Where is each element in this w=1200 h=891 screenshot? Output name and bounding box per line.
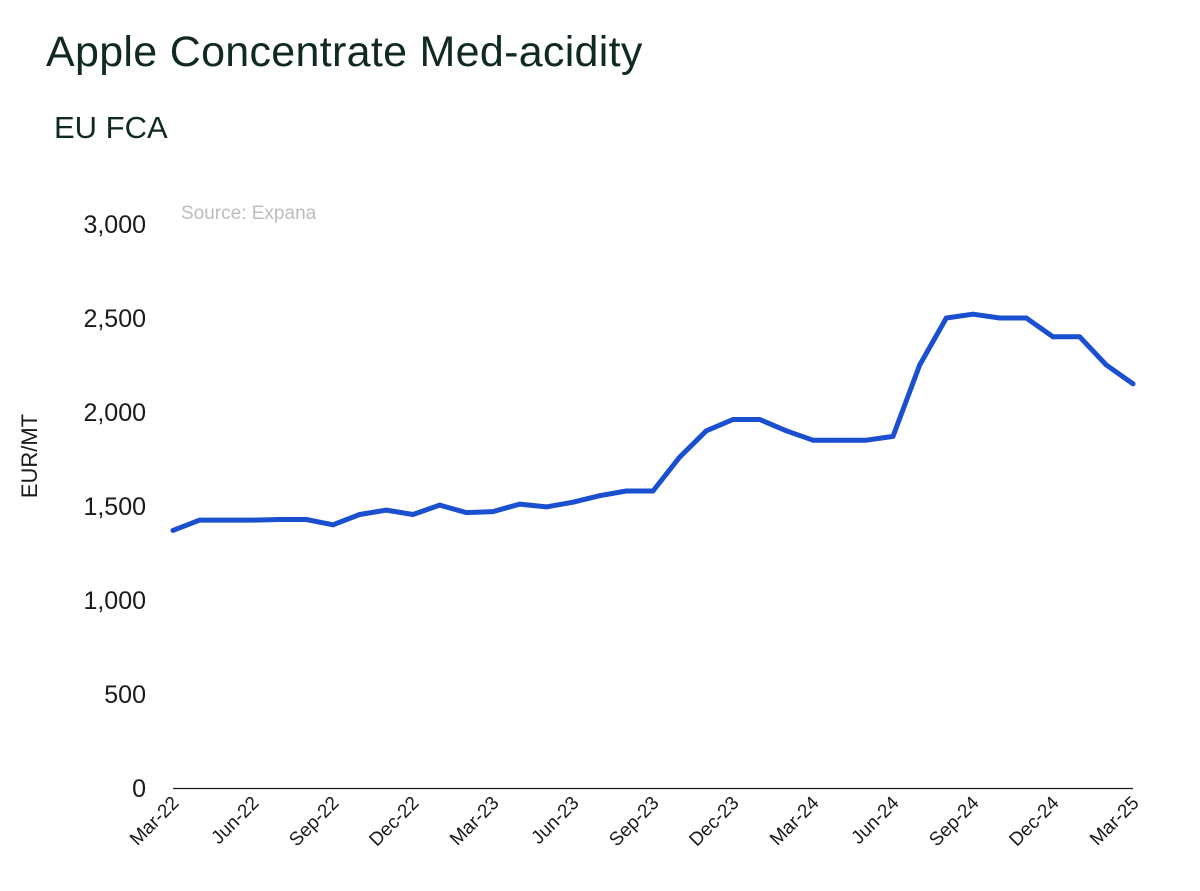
- data-point: [837, 437, 843, 443]
- x-tick-label: Sep-24: [925, 792, 983, 850]
- y-tick-label: 1,000: [83, 587, 146, 615]
- x-tick-label: Jun-24: [848, 792, 904, 848]
- data-point: [1050, 334, 1056, 340]
- y-axis-ticks: 0 500 1,000 1,500 2,000 2,500 3,000: [83, 211, 146, 803]
- y-tick-label: 2,500: [83, 305, 146, 333]
- x-tick-label: Mar-25: [1086, 793, 1143, 850]
- data-point: [597, 493, 603, 499]
- y-tick-label: 0: [132, 775, 146, 803]
- data-point: [250, 517, 256, 523]
- data-point: [490, 509, 496, 514]
- data-point: [623, 488, 629, 494]
- data-point: [1077, 334, 1083, 340]
- y-tick-label: 1,500: [83, 493, 146, 521]
- data-point: [330, 522, 336, 528]
- data-point: [1130, 381, 1136, 387]
- data-point: [863, 437, 869, 443]
- data-point: [223, 517, 229, 523]
- data-point: [543, 504, 549, 510]
- data-point: [1103, 362, 1109, 368]
- data-point: [570, 499, 576, 505]
- x-tick-label: Mar-24: [766, 792, 824, 850]
- y-axis-label: EUR/MT: [17, 414, 42, 498]
- data-point: [917, 362, 923, 368]
- y-tick-label: 500: [104, 681, 146, 709]
- data-point: [303, 517, 309, 522]
- chart-subtitle: EU FCA: [54, 110, 168, 145]
- x-axis-ticks: Mar-22 Jun-22 Sep-22 Dec-22 Mar-23 Jun-23 Sep-…: [126, 792, 1143, 850]
- source-note: Source: Expana: [181, 203, 317, 224]
- series-layer: [170, 311, 1136, 533]
- data-point: [437, 502, 443, 508]
- x-tick-label: Dec-24: [1005, 792, 1063, 850]
- x-tick-label: Sep-22: [285, 793, 343, 851]
- x-tick-label: Mar-23: [446, 793, 503, 850]
- data-point: [730, 417, 736, 422]
- data-point: [463, 510, 469, 515]
- x-tick-label: Dec-22: [365, 793, 423, 851]
- x-tick-label: Sep-23: [605, 793, 663, 851]
- data-point: [383, 507, 389, 513]
- series-line: [170, 311, 1136, 533]
- data-point: [170, 528, 176, 533]
- data-point: [783, 428, 789, 434]
- x-tick-label: Dec-23: [685, 793, 743, 851]
- data-point: [650, 488, 656, 494]
- data-point: [1023, 315, 1029, 321]
- data-point: [970, 311, 976, 317]
- y-tick-label: 3,000: [83, 211, 146, 239]
- x-tick-label: Jun-22: [208, 793, 264, 849]
- data-point: [943, 315, 949, 321]
- data-point: [890, 434, 896, 439]
- x-tick-label: Jun-23: [528, 793, 584, 849]
- data-point: [677, 454, 683, 460]
- data-point: [703, 428, 709, 434]
- data-point: [197, 517, 203, 523]
- data-point: [997, 315, 1003, 321]
- data-point: [277, 517, 283, 522]
- y-tick-label: 2,000: [83, 399, 146, 427]
- data-point: [810, 437, 816, 443]
- data-point: [357, 512, 363, 517]
- data-point: [410, 512, 416, 517]
- chart-title: Apple Concentrate Med-acidity: [46, 28, 643, 76]
- data-point: [517, 501, 523, 507]
- data-point: [757, 417, 763, 422]
